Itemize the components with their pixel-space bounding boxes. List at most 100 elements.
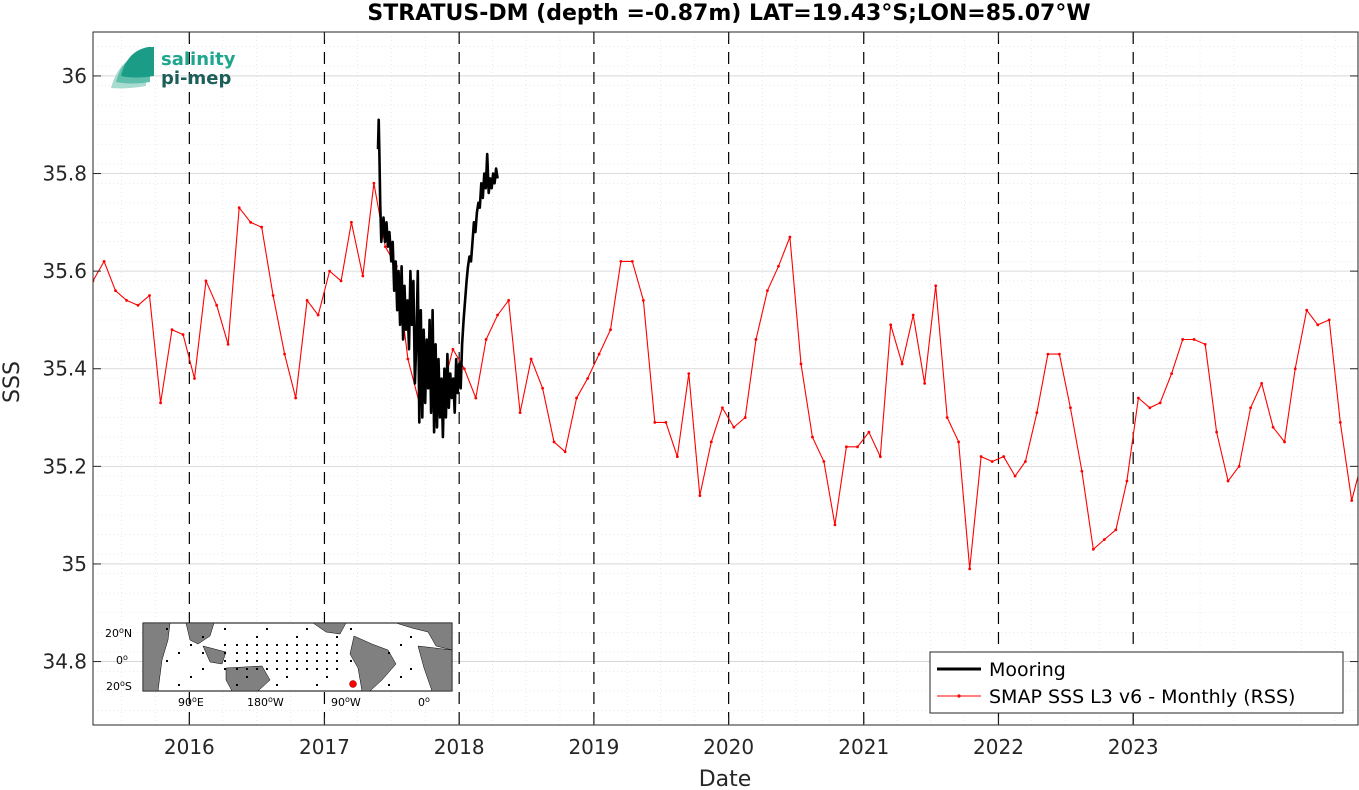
buoy-dot [306, 668, 308, 670]
smap-point [900, 362, 904, 366]
buoy-dot [336, 660, 338, 662]
buoy-dot [336, 636, 338, 638]
smap-point [788, 235, 792, 239]
inset-lon-labels: 90oE 180oW 90oW 0o [178, 695, 430, 709]
lon-label-180w: 180oW [247, 695, 284, 709]
buoy-dot [266, 668, 268, 670]
smap-point [1316, 323, 1320, 327]
smap-point [1215, 430, 1219, 434]
buoy-dot [190, 644, 192, 646]
smap-point [687, 372, 691, 376]
x-tick-label: 2018 [434, 735, 485, 759]
smap-point [1024, 460, 1027, 463]
mooring-series-line [376, 118, 499, 439]
smap-point [1148, 406, 1152, 410]
smap-point [406, 357, 410, 361]
buoy-dot [246, 676, 248, 678]
smap-point [653, 421, 657, 424]
buoy-dot [286, 668, 288, 670]
smap-point [136, 303, 140, 307]
smap-point [170, 328, 174, 332]
buoy-dot [400, 676, 402, 678]
smap-point [552, 440, 556, 444]
buoy-dot [190, 676, 192, 678]
buoy-dot [296, 660, 298, 662]
legend-box [929, 651, 1344, 714]
buoy-dot [256, 652, 258, 654]
smap-point [1091, 547, 1095, 551]
smap-point [664, 421, 668, 424]
x-tick-label: 2022 [973, 735, 1024, 759]
smap-point [923, 381, 927, 385]
smap-point [1158, 401, 1162, 405]
buoy-dot [336, 644, 338, 646]
smap-point [597, 352, 601, 356]
smap-point [732, 425, 736, 429]
buoy-dot [316, 652, 318, 654]
smap-point [361, 274, 365, 278]
smap-point [1125, 479, 1129, 483]
smap-point [1293, 367, 1297, 371]
buoy-dot [236, 652, 238, 654]
buoy-dot [326, 660, 328, 662]
smap-point [586, 377, 590, 380]
smap-point [1271, 425, 1275, 429]
y-tick-label: 36 [62, 64, 87, 88]
smap-point [529, 357, 533, 361]
smap-point [720, 406, 724, 410]
smap-point [833, 523, 837, 527]
smap-point [283, 352, 286, 356]
buoy-dot [296, 644, 298, 646]
buoy-dot [224, 628, 226, 630]
y-tick-label: 35.6 [42, 259, 87, 283]
legend: Mooring SMAP SSS L3 v6 - Monthly (RSS) [929, 651, 1344, 714]
buoy-dot [326, 644, 328, 646]
smap-point [844, 445, 848, 449]
buoy-dot [286, 652, 288, 654]
smap-point [709, 440, 713, 444]
y-tick-label: 34.8 [42, 650, 87, 674]
smap-point [349, 220, 353, 224]
buoy-dot [296, 668, 298, 670]
buoy-dot [296, 652, 298, 654]
smap-point [563, 450, 567, 454]
inset-lat-labels: 20oN 0o 20oS [105, 626, 132, 693]
buoy-dot [236, 660, 238, 662]
smap-series-line [93, 183, 1358, 569]
buoy-dot [236, 668, 238, 670]
buoy-dot [202, 636, 204, 638]
buoy-dot [326, 652, 328, 654]
series-layer [93, 118, 1358, 571]
smap-point [1069, 406, 1072, 410]
smap-point [1305, 308, 1309, 312]
smap-point [474, 396, 478, 400]
inset-map: 20oN 0o 20oS 90oE 180oW 90oW 0o [105, 622, 453, 709]
buoy-dot [336, 668, 338, 670]
smap-point [1136, 396, 1140, 400]
salinity-pi-mep-logo: salinity pi-mep [111, 47, 236, 89]
y-tick-label: 35.2 [42, 454, 87, 478]
smap-point [822, 460, 826, 463]
lon-label-90w: 90oW [331, 695, 361, 709]
smap-point [339, 279, 343, 283]
smap-point [125, 299, 128, 302]
buoy-dot [410, 636, 412, 638]
smap-point [294, 396, 298, 400]
smap-point [204, 279, 208, 283]
smap-point [271, 294, 275, 297]
logo-line2: pi-mep [161, 68, 231, 89]
buoy-dot [256, 636, 258, 638]
smap-point [619, 259, 623, 263]
smap-point [1080, 469, 1084, 473]
smap-point [934, 284, 938, 288]
smap-point [675, 455, 679, 458]
chart-title: STRATUS-DM (depth =-0.87m) LAT=19.43°S;L… [367, 1, 1090, 26]
lat-label-20s: 20oS [106, 679, 132, 693]
smap-point [641, 299, 645, 302]
mooring-array-dots [166, 628, 412, 686]
buoy-dot [410, 668, 412, 670]
smap-point [518, 411, 522, 415]
wave-logo-icon [111, 47, 154, 89]
lon-label-0: 0o [418, 695, 430, 709]
buoy-dot [400, 644, 402, 646]
